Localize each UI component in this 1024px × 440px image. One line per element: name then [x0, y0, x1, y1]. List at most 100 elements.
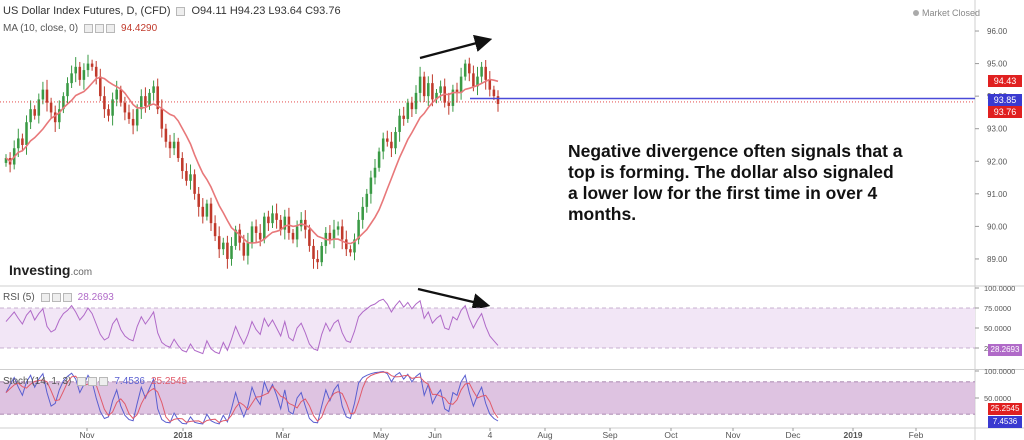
candle-body: [468, 63, 471, 74]
candle-body: [427, 83, 430, 97]
candle-body: [53, 112, 57, 123]
candle-body: [58, 109, 61, 123]
rsi-line: [5, 298, 499, 355]
x-tick-label: Aug: [537, 430, 552, 440]
candle-body: [21, 138, 24, 145]
rsi-tick-label: 50.0000: [984, 324, 1011, 333]
candle-body: [484, 66, 487, 80]
candle-body: [78, 66, 82, 80]
candle-body: [156, 86, 159, 110]
candle-body: [476, 76, 479, 87]
brand-logo: Investing.com: [9, 262, 93, 278]
candle-body: [29, 109, 32, 123]
rsi-value: 28.2693: [77, 292, 114, 303]
candle-body: [381, 138, 385, 152]
gear-icon[interactable]: [95, 24, 105, 33]
annotation-text: Negative divergence often signals that a…: [568, 141, 903, 224]
candle-body: [459, 76, 463, 93]
x-tick-label: Feb: [909, 430, 924, 440]
candle-body: [82, 70, 86, 80]
candle-body: [316, 258, 319, 263]
chart-title: US Dollar Index Futures, D, (CFD): [3, 5, 171, 17]
candle-body: [439, 86, 442, 93]
candle-body: [414, 92, 418, 110]
candle-body: [62, 96, 65, 110]
candle-body: [144, 96, 147, 106]
x-tick-label: Jun: [428, 430, 442, 440]
candle-body: [86, 63, 90, 71]
candle-body: [181, 158, 184, 172]
candle-body: [66, 83, 69, 97]
stoch-tick-label: 100.0000: [984, 367, 1015, 376]
candle-body: [472, 73, 475, 87]
ma-legend: MA (10, close, 0) 94.4290: [3, 23, 157, 34]
candle-body: [152, 86, 155, 93]
candle-body: [238, 229, 241, 243]
title-controls[interactable]: [176, 6, 186, 16]
candle-body: [402, 115, 405, 119]
ma-label: MA (10, close, 0): [3, 23, 79, 34]
rsi-controls[interactable]: [40, 293, 72, 302]
close-icon[interactable]: [106, 24, 116, 33]
candle-body: [496, 96, 500, 104]
candle-body: [205, 203, 209, 217]
candle-body: [357, 219, 360, 240]
candle-body: [234, 229, 237, 246]
stoch-controls[interactable]: [77, 377, 109, 386]
rsi-legend: RSI (5) 28.2693: [3, 292, 114, 303]
candle-body: [37, 99, 41, 116]
candle-body: [185, 171, 188, 181]
stoch-tick-label: 50.0000: [984, 394, 1011, 403]
candle-body: [217, 236, 221, 250]
candle-body: [25, 122, 28, 145]
candle-body: [447, 102, 451, 106]
candle-body: [119, 89, 123, 103]
candle-body: [463, 63, 467, 77]
support-price-tag: 93.85: [988, 94, 1022, 106]
candle-body: [308, 229, 311, 246]
gear-icon[interactable]: [51, 293, 61, 302]
candle-body: [345, 239, 348, 250]
candle-body: [340, 226, 344, 240]
candle-body: [406, 102, 410, 119]
stoch-d-value: 25.2545: [150, 376, 188, 387]
gear-icon[interactable]: [88, 377, 98, 386]
candle-body: [488, 79, 492, 90]
close-icon[interactable]: [99, 377, 109, 386]
candle-body: [246, 242, 250, 256]
stoch-k-value: 7.4536: [114, 376, 145, 387]
stoch-legend: Stoch (14, 1, 3) 7.4536 25.2545: [3, 376, 187, 387]
eye-icon[interactable]: [84, 24, 94, 33]
candle-body: [99, 76, 102, 97]
rsi-label: RSI (5): [3, 292, 35, 303]
x-tick-label: 4: [488, 430, 493, 440]
candle-body: [373, 167, 377, 178]
candle-body: [320, 245, 323, 263]
candle-body: [17, 138, 20, 149]
stoch-label: Stoch (14, 1, 3): [3, 376, 72, 387]
candle-body: [74, 66, 77, 74]
candle-body: [431, 83, 434, 100]
candle-body: [271, 213, 274, 224]
candle-body: [123, 102, 127, 113]
candle-body: [45, 89, 49, 103]
ma-value: 94.4290: [121, 23, 158, 34]
candle-body: [94, 66, 98, 77]
x-tick-label: Sep: [602, 430, 617, 440]
eye-icon[interactable]: [40, 293, 50, 302]
x-tick-label: Nov: [79, 430, 95, 440]
candle-body: [115, 89, 118, 100]
ma-controls[interactable]: [84, 24, 116, 33]
eye-icon[interactable]: [77, 377, 87, 386]
rsi-value-tag: 28.2693: [988, 344, 1022, 356]
market-status: Market Closed: [913, 8, 980, 18]
candle-body: [390, 141, 393, 149]
stoch-d-tag: 25.2545: [988, 403, 1022, 415]
candle-body: [369, 177, 373, 194]
candle-body: [209, 203, 213, 224]
candle-body: [230, 245, 233, 259]
price-tick-label: 96.00: [987, 27, 1008, 36]
close-icon[interactable]: [62, 293, 72, 302]
candle-body: [172, 141, 176, 149]
settings-icon[interactable]: [176, 6, 186, 16]
